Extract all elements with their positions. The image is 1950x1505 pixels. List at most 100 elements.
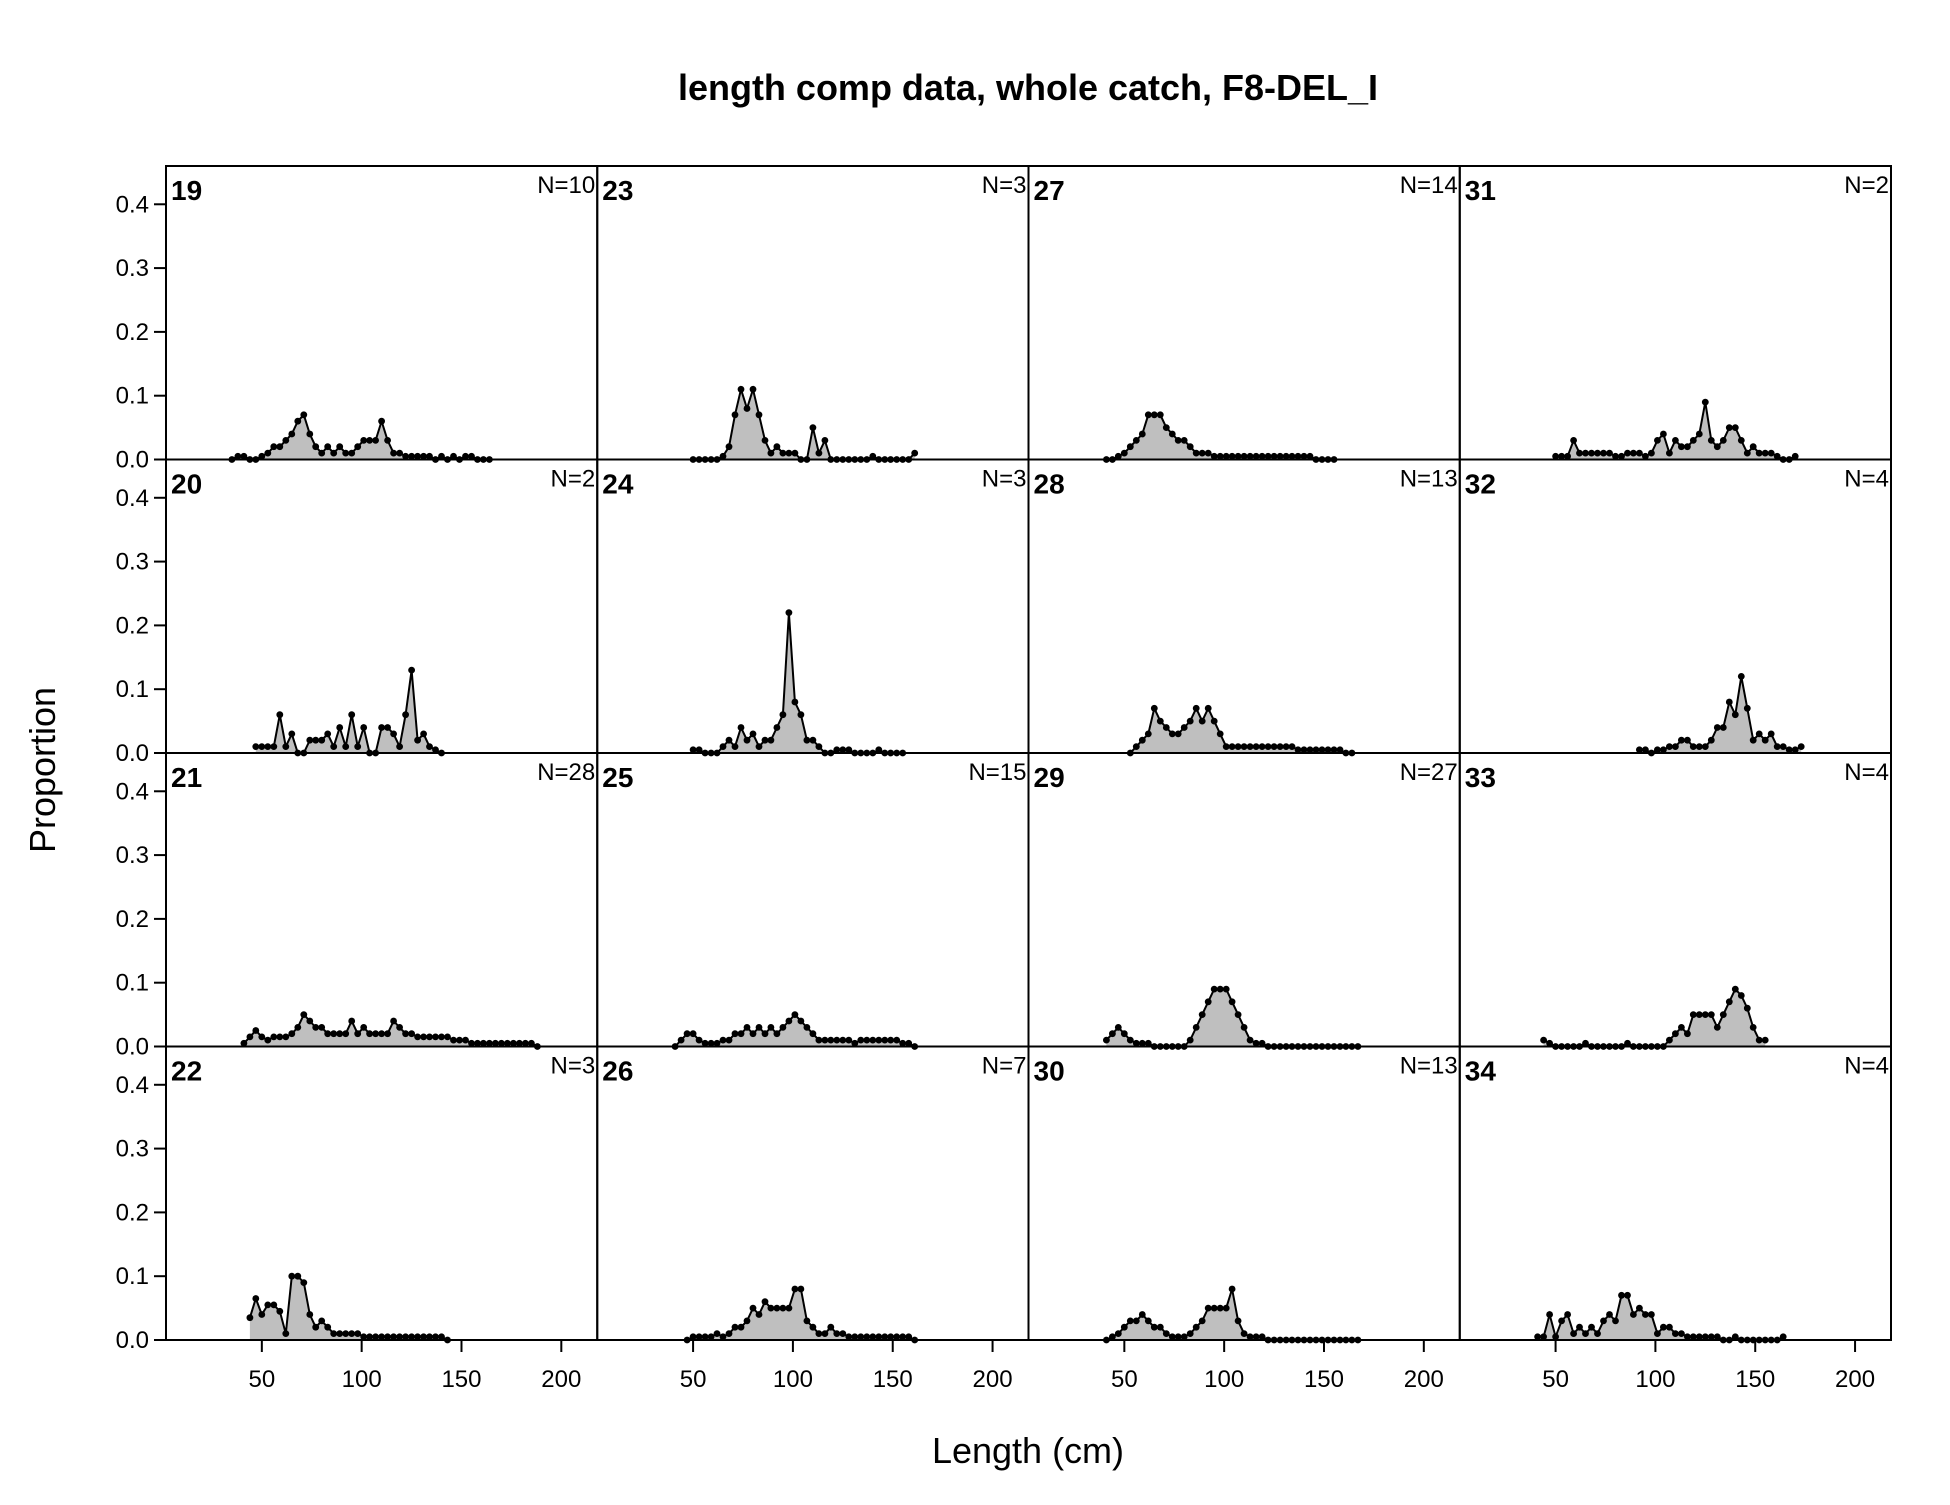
panel-20-label: 20 — [171, 469, 202, 500]
panel-34-point-13 — [1612, 1317, 1619, 1325]
panel-26-point-26 — [839, 1330, 847, 1337]
panel-19-point-21 — [354, 443, 362, 451]
panel-26-point-16 — [779, 1304, 787, 1312]
panel-21-point-18 — [348, 1017, 356, 1025]
panel-25-point-1 — [677, 1036, 685, 1044]
panel-33-point-36 — [1755, 1036, 1763, 1044]
panel-20-point-11 — [318, 736, 326, 744]
panel-27-point-30 — [1282, 452, 1290, 460]
panel-28-point-21 — [1252, 743, 1260, 750]
panel-25-point-26 — [827, 1036, 835, 1044]
y-tick-label-19-2: 0.2 — [116, 319, 149, 346]
panel-24-label: 24 — [602, 469, 634, 500]
y-tick-label-21-1: 0.1 — [116, 970, 149, 997]
panel-34-point-2 — [1546, 1311, 1553, 1318]
panel-33-point-35 — [1749, 1024, 1757, 1031]
panel-30-point-20 — [1222, 1304, 1230, 1312]
panel-32-point-26 — [1791, 746, 1799, 754]
panel-27-point-17 — [1204, 449, 1212, 457]
panel-34: 34 N=4 50 100 150 200 — [1458, 1045, 1892, 1393]
panel-23-point-13 — [767, 449, 775, 457]
panel-28-point-3 — [1144, 730, 1152, 738]
panel-23-point-16 — [785, 449, 793, 457]
panel-30-point-21 — [1228, 1285, 1236, 1293]
panel-28-point-35 — [1336, 746, 1344, 754]
panel-31-point-8 — [1600, 449, 1607, 457]
panel-30-point-25 — [1252, 1333, 1260, 1341]
panel-22-frame — [165, 1045, 599, 1341]
panel-21-point-24 — [384, 1030, 391, 1038]
panel-26-point-31 — [869, 1333, 877, 1341]
panel-22-point-24 — [390, 1333, 397, 1341]
panel-24: 24 N=3 — [596, 458, 1030, 757]
panel-20-point-1 — [258, 743, 266, 750]
panel-24-point-25 — [839, 746, 847, 754]
panel-31-point-19 — [1666, 449, 1673, 457]
panel-31-point-31 — [1737, 437, 1745, 444]
panel-29-point-26 — [1258, 1039, 1266, 1047]
panel-24-point-5 — [719, 743, 727, 750]
panel-19-point-22 — [360, 437, 368, 444]
panel-29-n-label: N=27 — [1400, 759, 1458, 786]
panel-26-point-28 — [851, 1333, 859, 1341]
panel-20-point-0 — [252, 743, 260, 750]
panel-20-point-22 — [384, 724, 391, 731]
y-tick-label-22-0: 0.0 — [116, 1327, 149, 1354]
panel-29-point-20 — [1222, 985, 1230, 993]
panel-31-point-10 — [1612, 452, 1619, 460]
panel-30-point-23 — [1240, 1330, 1248, 1337]
panel-31-point-15 — [1642, 452, 1649, 460]
panel-30-point-1 — [1109, 1333, 1116, 1341]
panel-25-point-17 — [773, 1030, 781, 1038]
panel-25-point-8 — [719, 1036, 727, 1044]
y-tick-label-22-2: 0.2 — [116, 1199, 149, 1226]
panel-24-frame — [596, 458, 1030, 754]
x-tick-label-22-1: 100 — [342, 1366, 382, 1393]
panel-27-point-22 — [1234, 452, 1242, 460]
panel-28-point-10 — [1186, 717, 1194, 725]
panel-20: 20 N=2 0.0 0.1 0.2 0.3 0.4 — [116, 458, 599, 767]
panel-34-point-41 — [1779, 1333, 1787, 1341]
panel-32-point-18 — [1743, 704, 1751, 712]
panel-19-point-9 — [282, 437, 290, 444]
panel-34-point-10 — [1594, 1330, 1601, 1337]
panel-27-point-3 — [1120, 449, 1128, 457]
panel-32-frame — [1458, 458, 1892, 754]
panel-26-point-9 — [737, 1323, 745, 1331]
panel-21-point-43 — [498, 1039, 505, 1047]
panel-22-point-25 — [396, 1333, 403, 1341]
panel-31-point-21 — [1678, 443, 1685, 451]
panel-25-point-13 — [749, 1030, 757, 1038]
panel-33-point-23 — [1678, 1024, 1685, 1031]
panel-31-point-30 — [1731, 424, 1739, 431]
panel-30-point-22 — [1234, 1317, 1242, 1325]
panel-22-point-22 — [378, 1333, 385, 1341]
panel-21-point-13 — [318, 1024, 326, 1031]
panel-28-point-18 — [1234, 743, 1242, 750]
panel-22-point-26 — [402, 1333, 409, 1341]
panel-32-point-8 — [1684, 736, 1691, 744]
panel-34-point-33 — [1731, 1333, 1739, 1341]
panel-31-point-26 — [1707, 437, 1715, 444]
panel-21-point-21 — [366, 1030, 373, 1038]
panel-28-point-28 — [1294, 746, 1302, 754]
panel-24-point-19 — [803, 736, 811, 744]
panel-29-point-6 — [1138, 1039, 1146, 1047]
panel-34-point-24 — [1678, 1330, 1685, 1337]
panel-26-point-25 — [833, 1330, 841, 1337]
panel-27: 27 N=14 — [1027, 165, 1461, 463]
panel-21-point-1 — [246, 1033, 254, 1041]
panel-29-frame — [1027, 752, 1461, 1048]
panel-21-n-label: N=28 — [537, 759, 595, 786]
panel-31-point-32 — [1743, 449, 1751, 457]
panel-31-point-33 — [1749, 443, 1757, 451]
panel-30-point-10 — [1162, 1330, 1170, 1337]
panel-19-point-37 — [450, 452, 457, 460]
panel-30-area — [1106, 1289, 1358, 1340]
panel-26-point-33 — [881, 1333, 889, 1341]
panel-34-point-19 — [1648, 1311, 1655, 1318]
panel-22-point-7 — [288, 1272, 296, 1280]
panel-25-point-27 — [833, 1036, 841, 1044]
panel-22-point-11 — [312, 1323, 320, 1331]
panel-22-point-29 — [420, 1333, 427, 1341]
